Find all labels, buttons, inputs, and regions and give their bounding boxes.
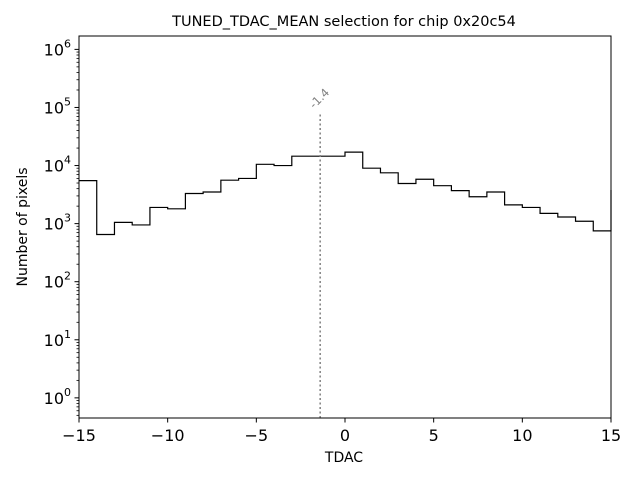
histogram-bin bbox=[522, 207, 540, 418]
y-tick-label: 102 bbox=[44, 270, 71, 292]
x-tick-label: −15 bbox=[62, 426, 96, 445]
x-tick-label: 10 bbox=[512, 426, 532, 445]
x-tick-label: 15 bbox=[601, 426, 621, 445]
histogram-bin bbox=[239, 178, 257, 418]
histogram-bin bbox=[487, 192, 505, 418]
histogram-bin bbox=[398, 184, 416, 418]
y-tick-label: 104 bbox=[44, 154, 71, 176]
x-tick-label: −5 bbox=[245, 426, 269, 445]
histogram-bin bbox=[292, 156, 310, 418]
histogram-bin bbox=[469, 197, 487, 418]
y-tick-label: 105 bbox=[44, 95, 71, 117]
histogram-bin bbox=[434, 186, 452, 418]
histogram-bin bbox=[558, 217, 576, 418]
histogram-bin bbox=[505, 205, 523, 418]
histogram-bin bbox=[327, 156, 345, 418]
histogram-bin bbox=[132, 225, 150, 418]
histogram-bin bbox=[380, 173, 398, 418]
y-axis-label: Number of pixels bbox=[15, 167, 31, 286]
x-axis: −15 −10 −5 0 5 10 15 bbox=[62, 418, 621, 445]
histogram-bin bbox=[203, 192, 221, 418]
histogram-bin bbox=[345, 152, 363, 418]
histogram-bin bbox=[185, 194, 203, 418]
histogram-bin bbox=[97, 234, 115, 418]
histogram-bin bbox=[451, 191, 469, 418]
histogram-step-line bbox=[79, 151, 612, 236]
histogram-bin bbox=[221, 180, 239, 418]
histogram-bin bbox=[363, 168, 381, 418]
x-axis-label: TDAC bbox=[324, 450, 363, 466]
histogram-bin bbox=[540, 213, 558, 418]
histogram-bin bbox=[416, 179, 434, 418]
x-tick-label: 0 bbox=[340, 426, 350, 445]
y-axis: 100 101 102 103 104 105 106 bbox=[44, 37, 79, 416]
y-tick-label: 106 bbox=[44, 37, 71, 59]
histogram-bin bbox=[114, 222, 132, 418]
histogram-bin bbox=[150, 207, 168, 418]
histogram-bin bbox=[168, 209, 186, 418]
histogram-bin bbox=[593, 231, 611, 418]
histogram-bin bbox=[274, 166, 292, 418]
y-tick-label: 103 bbox=[44, 212, 71, 234]
y-tick-label: 100 bbox=[44, 386, 71, 408]
x-tick-label: −10 bbox=[151, 426, 185, 445]
histogram-bin bbox=[79, 181, 97, 418]
histogram-bin bbox=[310, 156, 328, 418]
x-tick-label: 5 bbox=[429, 426, 439, 445]
y-tick-label: 101 bbox=[44, 328, 71, 350]
chart-title: TUNED_TDAC_MEAN selection for chip 0x20c… bbox=[171, 14, 516, 30]
histogram-bin bbox=[576, 221, 594, 418]
histogram-bin bbox=[256, 164, 274, 418]
